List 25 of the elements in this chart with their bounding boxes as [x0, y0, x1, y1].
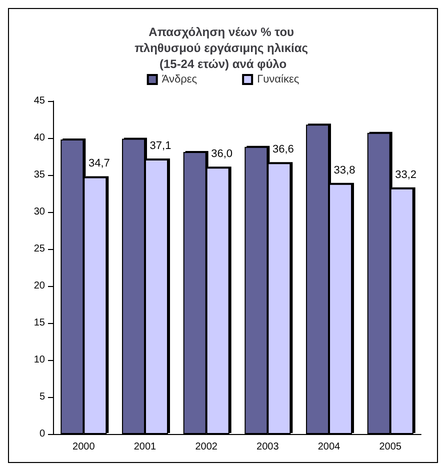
data-label: 36,0 — [211, 148, 233, 160]
legend-label: Γυναίκες — [257, 74, 300, 86]
y-tick-label: 25 — [34, 244, 46, 254]
x-tick-label: 2003 — [256, 442, 280, 452]
y-tick-label: 20 — [34, 280, 46, 292]
data-label: 33,8 — [334, 164, 356, 176]
y-tick-label: 0 — [39, 428, 46, 440]
data-label: 36,6 — [272, 144, 294, 156]
data-label: 37,1 — [150, 140, 172, 152]
x-tick-label: 2001 — [134, 442, 157, 452]
y-tick-label: 45 — [34, 96, 46, 106]
y-tick-label: 40 — [34, 132, 46, 144]
x-tick-label: 2005 — [379, 442, 402, 452]
y-tick-label: 5 — [39, 392, 46, 402]
y-tick-label: 35 — [34, 170, 46, 180]
chart-title: Απασχόληση νέων % του πληθυσμού εργάσιμης ηλικίας (15-24 ετών) ανά φύλο — [134, 25, 312, 71]
y-tick-label: 10 — [34, 354, 46, 366]
x-tick-label: 2000 — [72, 442, 96, 452]
data-label: 34,7 — [88, 158, 110, 170]
y-tick-label: 15 — [34, 318, 46, 328]
legend-label: Άνδρες — [162, 74, 198, 86]
x-tick-label: 2002 — [195, 442, 218, 452]
data-label: 33,2 — [395, 168, 417, 181]
x-tick-label: 2004 — [318, 442, 341, 452]
y-tick-label: 30 — [34, 206, 46, 218]
